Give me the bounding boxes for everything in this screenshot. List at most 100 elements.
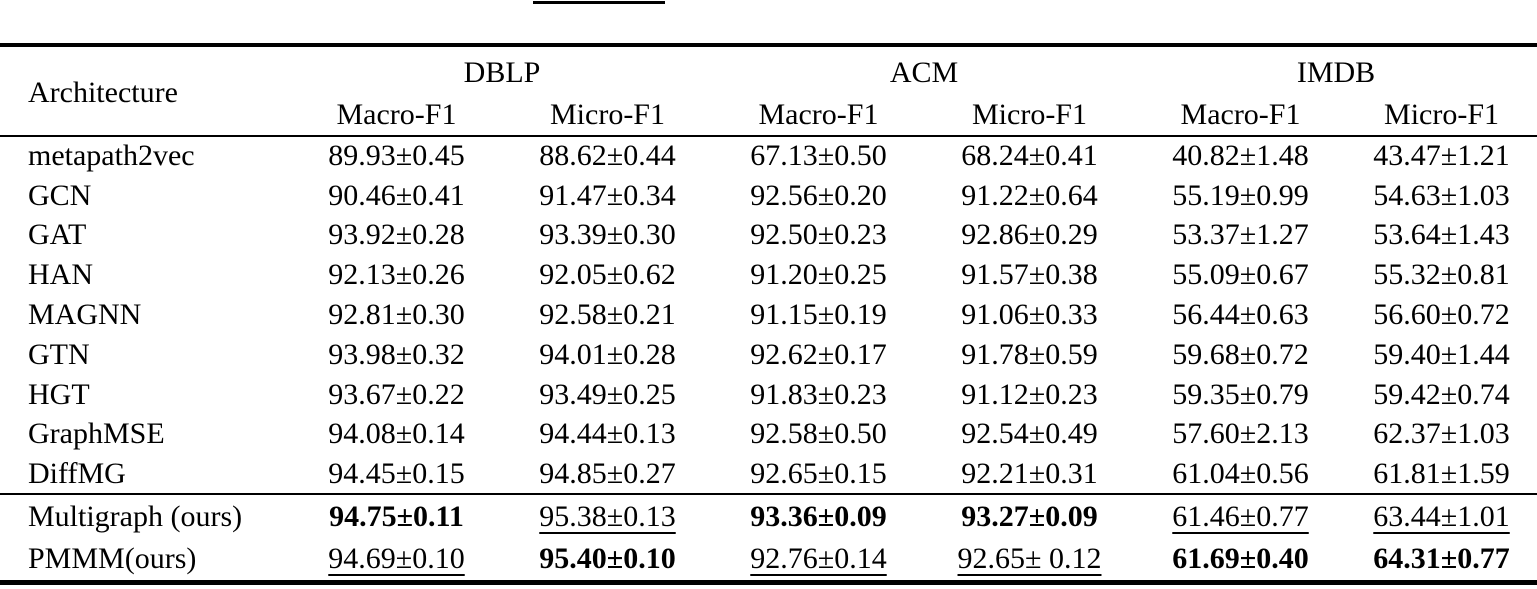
best-value: 93.27±0.09 bbox=[961, 499, 1098, 533]
cell-acm-macro: 92.56±0.20 bbox=[750, 178, 887, 212]
cell-dblp-micro: 94.01±0.28 bbox=[539, 337, 676, 371]
cell-dblp-micro: 93.39±0.30 bbox=[539, 218, 676, 252]
cell-imdb-micro: 53.64±1.43 bbox=[1373, 218, 1510, 252]
cell-acm-micro: 91.12±0.23 bbox=[961, 377, 1098, 411]
cell-dblp-micro: 88.62±0.44 bbox=[539, 139, 676, 173]
cell-architecture: GAT bbox=[28, 218, 87, 252]
cell-acm-macro: 92.62±0.17 bbox=[750, 337, 887, 371]
cell-imdb-macro: 55.19±0.99 bbox=[1172, 178, 1309, 212]
cell-dblp-macro: 89.93±0.45 bbox=[328, 139, 465, 173]
cropped-caption-underline-fragment bbox=[533, 1, 665, 4]
cell-dblp-macro: 93.92±0.28 bbox=[328, 218, 465, 252]
cell-dblp-macro: 94.75±0.11 bbox=[291, 494, 502, 538]
second-best-value: 94.69±0.10 bbox=[328, 541, 465, 575]
column-group-dblp: DBLP bbox=[463, 56, 541, 89]
cell-imdb-macro: 59.35±0.79 bbox=[1172, 377, 1309, 411]
second-best-value: 61.46±0.77 bbox=[1172, 499, 1309, 533]
baseline-rows: metapath2vec 89.93±0.45 88.62±0.44 67.13… bbox=[0, 136, 1537, 494]
cell-dblp-macro: 93.98±0.32 bbox=[328, 337, 465, 371]
cell-acm-macro: 67.13±0.50 bbox=[750, 139, 887, 173]
second-best-value: 92.65± 0.12 bbox=[957, 541, 1102, 575]
cell-dblp-micro: 93.49±0.25 bbox=[539, 377, 676, 411]
table-row-magnn: MAGNN 92.81±0.30 92.58±0.21 91.15±0.19 9… bbox=[0, 295, 1537, 335]
cell-imdb-micro: 61.81±1.59 bbox=[1373, 456, 1510, 490]
cell-acm-macro: 91.20±0.25 bbox=[750, 258, 887, 292]
cell-acm-micro: 91.22±0.64 bbox=[961, 178, 1098, 212]
cell-dblp-micro: 94.44±0.13 bbox=[539, 417, 676, 451]
cell-architecture: HAN bbox=[28, 258, 93, 292]
table-row-metapath2vec: metapath2vec 89.93±0.45 88.62±0.44 67.13… bbox=[0, 136, 1537, 176]
cell-imdb-micro: 59.40±1.44 bbox=[1373, 337, 1510, 371]
cell-imdb-micro: 56.60±0.72 bbox=[1373, 298, 1510, 332]
cell-dblp-micro: 92.58±0.21 bbox=[539, 298, 676, 332]
column-group-imdb: IMDB bbox=[1296, 56, 1376, 89]
cell-architecture: DiffMG bbox=[28, 456, 126, 490]
cell-architecture: GraphMSE bbox=[28, 417, 165, 451]
column-group-acm: ACM bbox=[889, 56, 959, 89]
cell-dblp-macro: 94.45±0.15 bbox=[328, 456, 465, 490]
second-best-value: 95.38±0.13 bbox=[539, 499, 676, 533]
cell-architecture: MAGNN bbox=[28, 298, 142, 332]
cell-architecture: GCN bbox=[28, 178, 92, 212]
cell-imdb-micro: 43.47±1.21 bbox=[1373, 139, 1510, 173]
cell-imdb-macro: 59.68±0.72 bbox=[1172, 337, 1309, 371]
cell-acm-macro: 92.58±0.50 bbox=[750, 417, 887, 451]
table-row-gat: GAT 93.92±0.28 93.39±0.30 92.50±0.23 92.… bbox=[0, 216, 1537, 256]
table-row-han: HAN 92.13±0.26 92.05±0.62 91.20±0.25 91.… bbox=[0, 255, 1537, 295]
cell-acm-macro: 92.50±0.23 bbox=[750, 218, 887, 252]
cell-imdb-macro: 61.04±0.56 bbox=[1172, 456, 1309, 490]
cell-dblp-micro: 94.85±0.27 bbox=[539, 456, 676, 490]
cell-acm-micro: 92.54±0.49 bbox=[961, 417, 1098, 451]
table-row-graphmse: GraphMSE 94.08±0.14 94.44±0.13 92.58±0.5… bbox=[0, 415, 1537, 455]
cell-imdb-macro: 40.82±1.48 bbox=[1172, 139, 1309, 173]
second-best-value: 63.44±1.01 bbox=[1373, 499, 1510, 533]
cell-imdb-macro: 53.37±1.27 bbox=[1172, 218, 1309, 252]
cell-dblp-micro: 95.40±0.10 bbox=[502, 538, 713, 582]
cell-imdb-macro: 55.09±0.67 bbox=[1172, 258, 1309, 292]
cell-imdb-micro: 54.63±1.03 bbox=[1373, 178, 1510, 212]
cell-imdb-macro: 61.46±0.77 bbox=[1135, 494, 1346, 538]
cell-imdb-micro: 59.42±0.74 bbox=[1373, 377, 1510, 411]
table-row-multigraph-ours: Multigraph (ours) 94.75±0.11 95.38±0.13 … bbox=[0, 494, 1537, 538]
cell-architecture: GTN bbox=[28, 337, 90, 371]
cell-imdb-micro: 63.44±1.01 bbox=[1346, 494, 1537, 538]
cell-imdb-macro: 56.44±0.63 bbox=[1172, 298, 1309, 332]
cell-architecture: Multigraph (ours) bbox=[28, 499, 243, 533]
cell-imdb-micro: 62.37±1.03 bbox=[1373, 417, 1510, 451]
cell-imdb-micro: 55.32±0.81 bbox=[1373, 258, 1510, 292]
column-header-architecture: Architecture bbox=[28, 76, 178, 109]
cell-imdb-macro: 57.60±2.13 bbox=[1172, 417, 1309, 451]
cell-acm-micro: 68.24±0.41 bbox=[961, 139, 1098, 173]
cell-architecture: PMMM(ours) bbox=[28, 541, 197, 575]
cell-dblp-macro: 94.69±0.10 bbox=[291, 538, 502, 582]
dataset-group-row: Architecture DBLP ACM IMDB bbox=[0, 45, 1537, 109]
ours-rows: Multigraph (ours) 94.75±0.11 95.38±0.13 … bbox=[0, 494, 1537, 582]
cell-imdb-micro: 64.31±0.77 bbox=[1346, 538, 1537, 582]
best-value: 95.40±0.10 bbox=[539, 541, 676, 575]
table-header: Architecture DBLP ACM IMDB Macro-F1 Micr… bbox=[0, 45, 1537, 136]
cell-acm-micro: 91.78±0.59 bbox=[961, 337, 1098, 371]
cell-imdb-macro: 61.69±0.40 bbox=[1135, 538, 1346, 582]
best-value: 64.31±0.77 bbox=[1373, 541, 1510, 575]
cell-dblp-macro: 94.08±0.14 bbox=[328, 417, 465, 451]
column-header-imdb-macro-f1: Macro-F1 bbox=[1180, 98, 1301, 131]
column-header-dblp-macro-f1: Macro-F1 bbox=[336, 98, 457, 131]
cell-dblp-macro: 90.46±0.41 bbox=[328, 178, 465, 212]
cell-dblp-micro: 92.05±0.62 bbox=[539, 258, 676, 292]
column-header-acm-macro-f1: Macro-F1 bbox=[758, 98, 879, 131]
best-value: 94.75±0.11 bbox=[329, 499, 464, 533]
table-row-gtn: GTN 93.98±0.32 94.01±0.28 92.62±0.17 91.… bbox=[0, 335, 1537, 375]
table-row-gcn: GCN 90.46±0.41 91.47±0.34 92.56±0.20 91.… bbox=[0, 176, 1537, 216]
results-table: Architecture DBLP ACM IMDB Macro-F1 Micr… bbox=[0, 43, 1537, 585]
cell-acm-micro: 91.06±0.33 bbox=[961, 298, 1098, 332]
cell-acm-macro: 91.15±0.19 bbox=[750, 298, 887, 332]
table-row-diffmg: DiffMG 94.45±0.15 94.85±0.27 92.65±0.15 … bbox=[0, 454, 1537, 494]
cell-acm-macro: 92.65±0.15 bbox=[750, 456, 887, 490]
metric-header-row: Macro-F1 Micro-F1 Macro-F1 Micro-F1 Macr… bbox=[0, 95, 1537, 136]
cell-dblp-macro: 92.13±0.26 bbox=[328, 258, 465, 292]
cell-architecture: HGT bbox=[28, 377, 90, 411]
cell-acm-micro: 91.57±0.38 bbox=[961, 258, 1098, 292]
cell-acm-macro: 93.36±0.09 bbox=[713, 494, 924, 538]
second-best-value: 92.76±0.14 bbox=[750, 541, 887, 575]
cell-dblp-macro: 92.81±0.30 bbox=[328, 298, 465, 332]
